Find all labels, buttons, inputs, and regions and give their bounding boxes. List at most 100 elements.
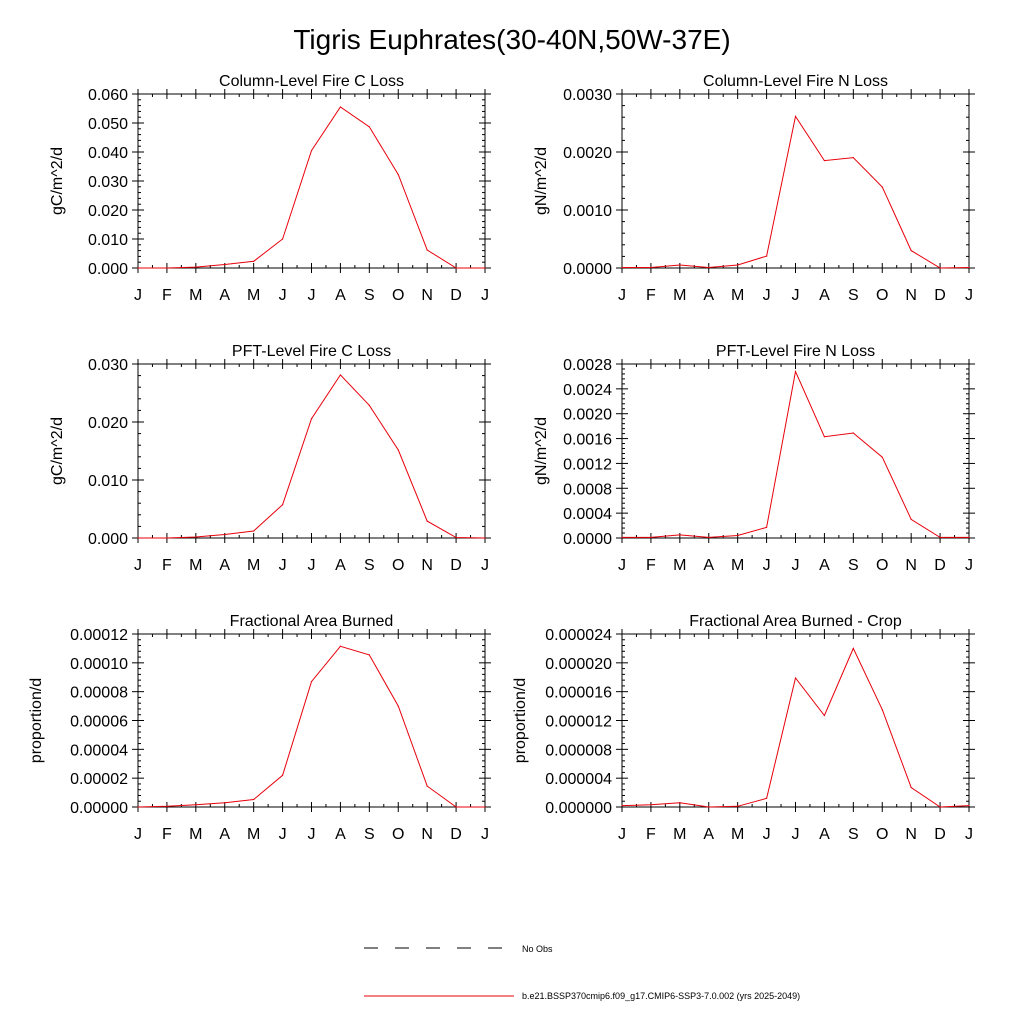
y-tick-label: 0.020 [88, 415, 128, 432]
x-tick-label: D [934, 557, 946, 574]
y-axis-label: gC/m^2/d [49, 417, 66, 485]
series-point [910, 250, 912, 252]
series-point [852, 157, 854, 159]
x-tick-label: N [905, 826, 917, 843]
legend-label-no-obs: No Obs [522, 944, 553, 954]
x-tick-label: A [335, 557, 346, 574]
series-point [339, 106, 342, 108]
series-point [939, 267, 941, 269]
y-tick-label: 0.000024 [545, 627, 612, 644]
x-tick-label: M [673, 557, 686, 574]
x-tick-label: M [673, 826, 686, 843]
series-point [224, 802, 226, 804]
chart-title: PFT-Level Fire C Loss [232, 343, 391, 360]
series-point [939, 536, 941, 538]
series-point [650, 536, 652, 538]
plot-frame [621, 93, 970, 269]
series-point [195, 536, 197, 538]
series-point [910, 518, 912, 520]
y-tick-label: 0.030 [88, 357, 128, 374]
x-tick-label: J [965, 287, 973, 304]
x-tick-label: O [876, 287, 888, 304]
x-tick-label: S [848, 826, 859, 843]
series-point [765, 255, 768, 257]
x-tick-label: M [247, 826, 260, 843]
y-tick-label: 0.030 [88, 174, 128, 191]
x-tick-label: O [876, 557, 888, 574]
x-tick-label: J [279, 287, 287, 304]
y-tick-label: 0.0024 [563, 382, 612, 399]
series-point [455, 267, 457, 269]
series-point [281, 504, 284, 506]
x-tick-label: F [646, 557, 656, 574]
series-point [253, 260, 255, 262]
chart-title: Column-Level Fire C Loss [219, 73, 404, 90]
legend-label-model-run: b.e21.BSSP370cmip6.f09_g17.CMIP6-SSP3-7.… [522, 991, 800, 1001]
x-tick-label: F [646, 826, 656, 843]
series-point [823, 714, 826, 717]
y-tick-label: 0.000004 [545, 771, 612, 788]
series-point [368, 126, 370, 128]
series-point [339, 645, 342, 647]
y-tick-label: 0.00010 [70, 656, 128, 673]
x-tick-label: A [219, 826, 230, 843]
x-tick-label: J [965, 557, 973, 574]
series-point [765, 526, 768, 529]
series-point [794, 370, 797, 373]
y-tick-label: 0.00008 [70, 685, 128, 702]
chart-title: Fractional Area Burned - Crop [689, 613, 902, 630]
y-tick-label: 0.0000 [563, 531, 612, 548]
series-point [910, 786, 912, 789]
x-tick-label: O [392, 826, 404, 843]
series-point [968, 804, 970, 807]
x-tick-label: J [763, 826, 771, 843]
x-tick-label: M [189, 557, 202, 574]
x-tick-label: F [162, 826, 172, 843]
x-tick-label: O [876, 826, 888, 843]
x-tick-label: J [618, 557, 626, 574]
series-line [138, 106, 485, 269]
y-axis-label: gC/m^2/d [49, 147, 66, 215]
x-tick-label: S [364, 826, 375, 843]
chart-title: Column-Level Fire N Loss [703, 73, 888, 90]
x-tick-label: J [134, 557, 142, 574]
x-tick-label: J [763, 287, 771, 304]
x-tick-label: N [421, 557, 433, 574]
series-point [224, 533, 226, 536]
x-tick-label: J [279, 557, 287, 574]
series-point [737, 534, 739, 537]
y-tick-label: 0.00006 [70, 714, 128, 731]
series-point [737, 264, 739, 266]
plot-frame [137, 93, 486, 269]
x-tick-label: S [848, 287, 859, 304]
chart-title: PFT-Level Fire N Loss [716, 343, 875, 360]
series-line [137, 645, 485, 808]
x-tick-label: J [792, 287, 800, 304]
series-point [881, 186, 883, 188]
y-tick-label: 0.040 [88, 145, 128, 162]
series-point [823, 160, 826, 162]
y-tick-label: 0.050 [88, 116, 128, 133]
x-tick-label: D [450, 826, 462, 843]
y-tick-label: 0.000012 [545, 714, 612, 731]
x-tick-label: J [618, 826, 626, 843]
series-point [455, 806, 457, 808]
series-point [484, 537, 486, 539]
series-point [881, 456, 883, 458]
series-point [426, 249, 428, 251]
series-line [138, 374, 486, 539]
x-tick-label: O [392, 557, 404, 574]
series-point [650, 804, 652, 806]
y-tick-label: 0.00002 [70, 771, 128, 788]
x-tick-label: A [819, 826, 830, 843]
series-point [794, 115, 797, 117]
x-tick-label: J [792, 826, 800, 843]
y-tick-label: 0.00004 [70, 742, 128, 759]
x-tick-label: M [731, 287, 744, 304]
series-point [310, 680, 313, 683]
series-point [794, 677, 797, 679]
series-point [621, 804, 623, 807]
